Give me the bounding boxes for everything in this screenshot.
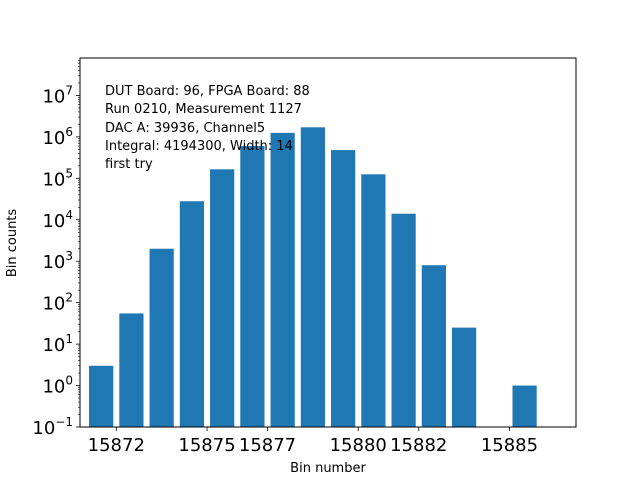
y-tick-label: 101 <box>42 332 73 356</box>
bar-0 <box>89 365 114 427</box>
x-tick-label: 15875 <box>178 435 235 456</box>
bar-5 <box>240 146 265 427</box>
bar-1 <box>119 313 144 427</box>
y-tick-label: 102 <box>42 291 73 315</box>
x-tick-label: 15885 <box>481 435 538 456</box>
y-tick-label: 104 <box>42 208 73 232</box>
bar-12 <box>452 327 477 427</box>
y-tick-label: 103 <box>42 249 73 273</box>
annotation-line: first try <box>105 157 153 172</box>
annotation-line: Integral: 4194300, Width: 14 <box>105 139 293 154</box>
y-tick-label: 10−1 <box>32 415 73 439</box>
bar-11 <box>421 265 446 427</box>
bar-8 <box>331 150 356 427</box>
x-tick-label: 15880 <box>330 435 387 456</box>
y-tick-label: 106 <box>42 125 73 149</box>
annotation-line: DAC A: 39936, Channel5 <box>105 121 265 136</box>
plot-frame <box>79 57 577 428</box>
bar-7 <box>300 127 325 427</box>
bar-10 <box>391 213 416 427</box>
x-tick-label: 15872 <box>88 435 145 456</box>
x-tick-label: 15877 <box>239 435 296 456</box>
y-tick-label: 107 <box>42 83 73 107</box>
bar-3 <box>179 201 204 427</box>
run-info-annotation: DUT Board: 96, FPGA Board: 88 Run 0210, … <box>105 84 310 172</box>
bar-9 <box>361 174 386 427</box>
y-axis-label: Bin counts <box>5 209 20 278</box>
bar-6 <box>270 132 295 428</box>
y-axis: 10−1 100 101 102 103 104 105 106 107 <box>32 60 80 439</box>
y-tick-label: 105 <box>42 166 73 190</box>
bar-13 <box>512 385 537 427</box>
bar-4 <box>210 169 235 427</box>
annotation-line: Run 0210, Measurement 1127 <box>105 102 302 117</box>
annotation-line: DUT Board: 96, FPGA Board: 88 <box>105 84 310 99</box>
x-axis: 15872 15875 15877 15880 15882 15885 <box>88 427 538 456</box>
bars-group <box>89 127 537 428</box>
y-tick-label: 100 <box>42 374 73 398</box>
bar-2 <box>149 248 174 427</box>
x-tick-label: 15882 <box>390 435 447 456</box>
x-axis-label: Bin number <box>290 461 366 476</box>
